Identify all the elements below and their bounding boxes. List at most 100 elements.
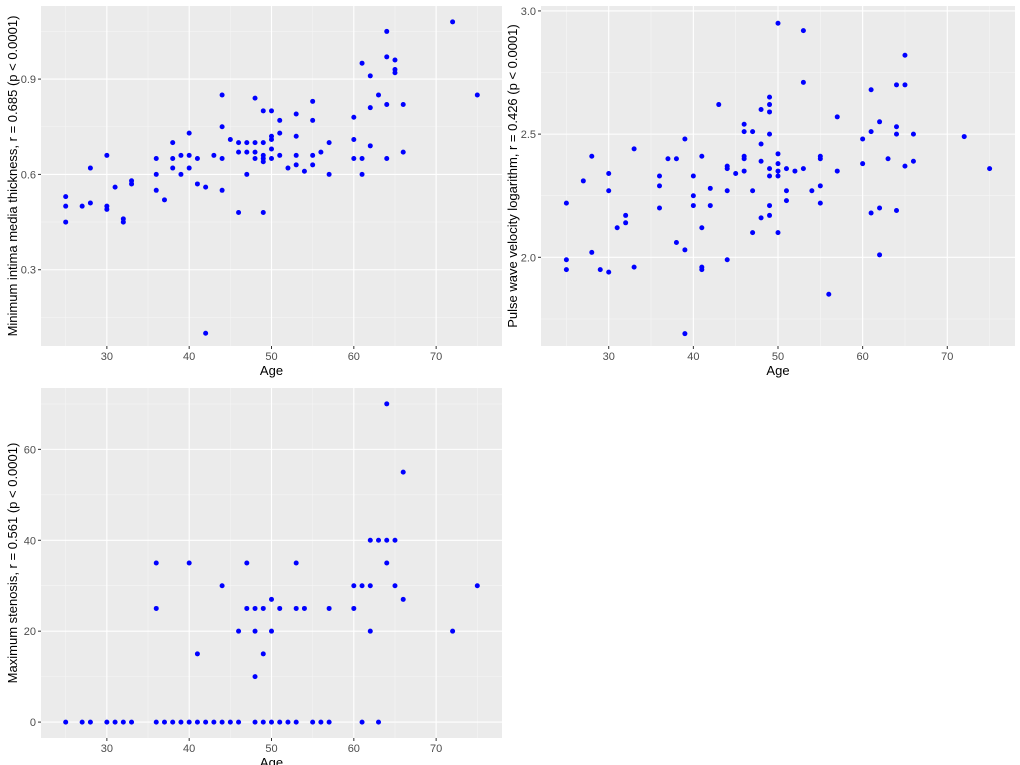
data-point — [269, 596, 274, 602]
data-point — [682, 136, 688, 142]
data-point — [868, 87, 874, 93]
data-point — [758, 106, 764, 112]
chart-panel-2: 30 40 50 60 70 2.0 2.5 3.0 Age Pulse wave velocit… — [505, 6, 1015, 378]
data-point — [87, 165, 93, 171]
data-point — [800, 166, 806, 172]
data-point — [260, 140, 266, 146]
data-point — [724, 188, 730, 194]
data-point — [186, 560, 192, 566]
data-point — [665, 156, 671, 162]
data-point — [741, 129, 747, 135]
data-point — [153, 187, 159, 193]
data-point — [699, 225, 705, 231]
data-point — [775, 230, 781, 236]
data-point — [563, 200, 569, 206]
data-point — [318, 149, 324, 155]
data-point — [79, 719, 85, 725]
data-point — [792, 168, 798, 174]
data-point — [707, 185, 713, 191]
data-point — [817, 200, 823, 206]
data-point — [800, 79, 806, 85]
data-point — [219, 187, 225, 193]
data-point — [260, 159, 266, 165]
data-point — [817, 183, 823, 189]
data-point — [112, 719, 118, 725]
data-point — [269, 108, 274, 114]
data-point — [894, 124, 899, 130]
chart-panel-3: 30 40 50 60 70 0 20 40 60 Age Maximum stenosis, r … — [5, 388, 502, 765]
data-point — [260, 605, 266, 611]
data-point — [868, 129, 874, 135]
data-point — [63, 219, 69, 225]
data-point — [359, 719, 365, 725]
data-point — [252, 628, 258, 634]
data-point — [623, 220, 629, 226]
data-point — [87, 719, 93, 725]
data-point — [359, 60, 365, 66]
data-point — [384, 102, 390, 108]
data-point — [367, 537, 373, 543]
data-point — [775, 20, 781, 26]
data-point — [326, 605, 332, 611]
data-point — [236, 140, 242, 146]
data-point — [783, 166, 789, 172]
data-point — [359, 156, 365, 162]
data-point — [63, 194, 69, 200]
y-axis-title: Maximum stenosis, r = 0.561 (p < 0.0001) — [5, 443, 20, 684]
data-point — [227, 719, 233, 725]
data-point — [657, 173, 662, 179]
data-point — [741, 156, 747, 162]
data-point — [392, 70, 398, 76]
data-point — [834, 114, 840, 120]
data-point — [631, 146, 637, 152]
data-point — [690, 193, 696, 199]
data-point — [293, 152, 299, 158]
data-point — [252, 674, 258, 680]
data-point — [589, 153, 595, 159]
y-tick-label: 0.6 — [21, 169, 36, 181]
data-point — [178, 171, 184, 177]
data-point — [367, 73, 373, 79]
data-point — [623, 212, 629, 218]
data-point — [367, 628, 373, 634]
data-point — [775, 151, 781, 157]
data-point — [400, 469, 406, 475]
data-point — [775, 161, 781, 167]
data-point — [219, 583, 225, 589]
x-tick-label: 70 — [430, 743, 442, 755]
y-tick-label: 20 — [24, 626, 36, 638]
x-axis-title: Age — [260, 755, 283, 765]
y-axis-title: Pulse wave velocity logarithm, r = 0.426… — [505, 24, 520, 328]
data-point — [716, 102, 722, 108]
data-point — [318, 719, 324, 725]
data-point — [252, 140, 258, 146]
data-point — [699, 153, 705, 159]
data-point — [690, 173, 696, 179]
data-point — [767, 212, 773, 218]
data-point — [767, 166, 773, 172]
data-point — [310, 719, 316, 725]
data-point — [894, 82, 899, 88]
data-point — [227, 136, 233, 142]
data-point — [758, 158, 764, 164]
data-point — [834, 168, 840, 174]
data-point — [211, 719, 217, 725]
data-point — [707, 203, 713, 209]
data-point — [277, 130, 283, 136]
data-point — [310, 117, 316, 123]
data-point — [104, 719, 110, 725]
data-point — [129, 181, 135, 187]
data-point — [211, 152, 217, 158]
data-point — [326, 719, 332, 725]
data-point — [153, 719, 159, 725]
data-point — [170, 140, 176, 146]
data-point — [767, 131, 773, 137]
data-point — [351, 156, 357, 162]
data-point — [580, 178, 586, 184]
y-tick-label: 2.0 — [521, 252, 536, 264]
data-point — [170, 156, 176, 162]
data-point — [277, 605, 283, 611]
data-point — [293, 560, 299, 566]
data-point — [310, 152, 316, 158]
data-point — [392, 57, 398, 63]
